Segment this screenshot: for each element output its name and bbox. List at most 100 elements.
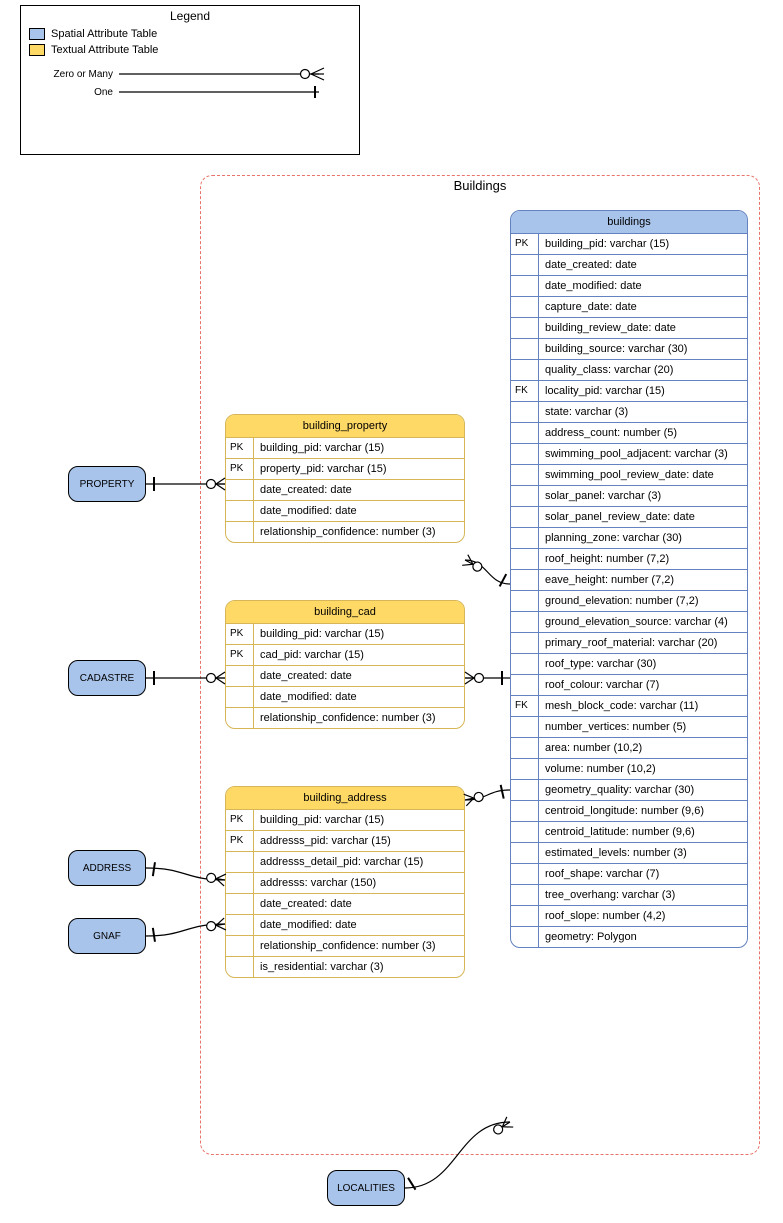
val-col: swimming_pool_review_date: date <box>539 465 747 485</box>
key-col <box>226 957 254 977</box>
val-col: building_review_date: date <box>539 318 747 338</box>
table-buildings: buildings PK building_pid: varchar (15) … <box>510 210 748 948</box>
val-col: centroid_longitude: number (9,6) <box>539 801 747 821</box>
key-col <box>226 522 254 542</box>
key-col: PK <box>226 438 254 458</box>
val-col: date_modified: date <box>254 501 464 521</box>
table-row: is_residential: varchar (3) <box>226 957 464 977</box>
table-row: relationship_confidence: number (3) <box>226 936 464 957</box>
key-col <box>226 687 254 707</box>
val-col: solar_panel: varchar (3) <box>539 486 747 506</box>
val-col: roof_colour: varchar (7) <box>539 675 747 695</box>
val-col: geometry: Polygon <box>539 927 747 947</box>
val-col: building_pid: varchar (15) <box>254 810 464 830</box>
boundary-title: Buildings <box>454 178 507 193</box>
val-col: relationship_confidence: number (3) <box>254 708 464 728</box>
table-title: building_cad <box>226 601 464 624</box>
key-col <box>511 276 539 296</box>
table-row: estimated_levels: number (3) <box>511 843 747 864</box>
val-col: roof_slope: number (4,2) <box>539 906 747 926</box>
val-col: addresss: varchar (150) <box>254 873 464 893</box>
key-col <box>511 507 539 527</box>
table-row: swimming_pool_adjacent: varchar (3) <box>511 444 747 465</box>
notation-label: One <box>29 87 119 98</box>
table-row: planning_zone: varchar (30) <box>511 528 747 549</box>
val-col: ground_elevation: number (7,2) <box>539 591 747 611</box>
val-col: state: varchar (3) <box>539 402 747 422</box>
val-col: relationship_confidence: number (3) <box>254 936 464 956</box>
table-row: building_source: varchar (30) <box>511 339 747 360</box>
table-row: date_modified: date <box>511 276 747 297</box>
table-row: centroid_longitude: number (9,6) <box>511 801 747 822</box>
legend-item: Textual Attribute Table <box>21 42 359 58</box>
key-col: PK <box>226 624 254 644</box>
key-col: FK <box>511 381 539 401</box>
table-row: address_count: number (5) <box>511 423 747 444</box>
val-col: locality_pid: varchar (15) <box>539 381 747 401</box>
table-row: area: number (10,2) <box>511 738 747 759</box>
val-col: date_modified: date <box>254 915 464 935</box>
key-col <box>511 906 539 926</box>
key-col <box>226 873 254 893</box>
val-col: number_vertices: number (5) <box>539 717 747 737</box>
table-row: relationship_confidence: number (3) <box>226 708 464 728</box>
val-col: building_pid: varchar (15) <box>539 234 747 254</box>
key-col <box>511 843 539 863</box>
key-col <box>511 549 539 569</box>
table-row: ground_elevation: number (7,2) <box>511 591 747 612</box>
key-col <box>511 570 539 590</box>
table-row: date_created: date <box>511 255 747 276</box>
table-title: building_address <box>226 787 464 810</box>
legend-notation-row: Zero or Many <box>29 66 351 82</box>
val-col: date_created: date <box>254 894 464 914</box>
val-col: is_residential: varchar (3) <box>254 957 464 977</box>
legend-swatch <box>29 44 45 56</box>
key-col: PK <box>511 234 539 254</box>
key-col <box>226 936 254 956</box>
key-col <box>226 708 254 728</box>
table-row: quality_class: varchar (20) <box>511 360 747 381</box>
key-col <box>226 915 254 935</box>
key-col <box>511 633 539 653</box>
table-row: roof_type: varchar (30) <box>511 654 747 675</box>
val-col: addresss_detail_pid: varchar (15) <box>254 852 464 872</box>
key-col <box>511 402 539 422</box>
val-col: cad_pid: varchar (15) <box>254 645 464 665</box>
table-row: FK mesh_block_code: varchar (11) <box>511 696 747 717</box>
val-col: mesh_block_code: varchar (11) <box>539 696 747 716</box>
table-row: roof_colour: varchar (7) <box>511 675 747 696</box>
key-col <box>511 780 539 800</box>
key-col <box>226 480 254 500</box>
val-col: capture_date: date <box>539 297 747 317</box>
entity-gnaf: GNAF <box>68 918 146 954</box>
legend-panel: Legend Spatial Attribute Table Textual A… <box>20 5 360 155</box>
table-row: PK building_pid: varchar (15) <box>226 624 464 645</box>
table-row: date_modified: date <box>226 501 464 522</box>
table-row: volume: number (10,2) <box>511 759 747 780</box>
val-col: roof_shape: varchar (7) <box>539 864 747 884</box>
key-col <box>511 822 539 842</box>
val-col: swimming_pool_adjacent: varchar (3) <box>539 444 747 464</box>
key-col <box>511 255 539 275</box>
key-col <box>511 465 539 485</box>
val-col: planning_zone: varchar (30) <box>539 528 747 548</box>
key-col <box>511 318 539 338</box>
entity-address: ADDRESS <box>68 850 146 886</box>
key-col <box>511 423 539 443</box>
key-col: PK <box>226 831 254 851</box>
key-col: PK <box>226 645 254 665</box>
val-col: date_created: date <box>254 666 464 686</box>
key-col <box>511 654 539 674</box>
key-col <box>511 759 539 779</box>
val-col: address_count: number (5) <box>539 423 747 443</box>
val-col: addresss_pid: varchar (15) <box>254 831 464 851</box>
table-row: addresss: varchar (150) <box>226 873 464 894</box>
table-row: centroid_latitude: number (9,6) <box>511 822 747 843</box>
val-col: solar_panel_review_date: date <box>539 507 747 527</box>
table-row: ground_elevation_source: varchar (4) <box>511 612 747 633</box>
entity-property: PROPERTY <box>68 466 146 502</box>
val-col: ground_elevation_source: varchar (4) <box>539 612 747 632</box>
key-col <box>511 801 539 821</box>
table-row: roof_shape: varchar (7) <box>511 864 747 885</box>
val-col: eave_height: number (7,2) <box>539 570 747 590</box>
